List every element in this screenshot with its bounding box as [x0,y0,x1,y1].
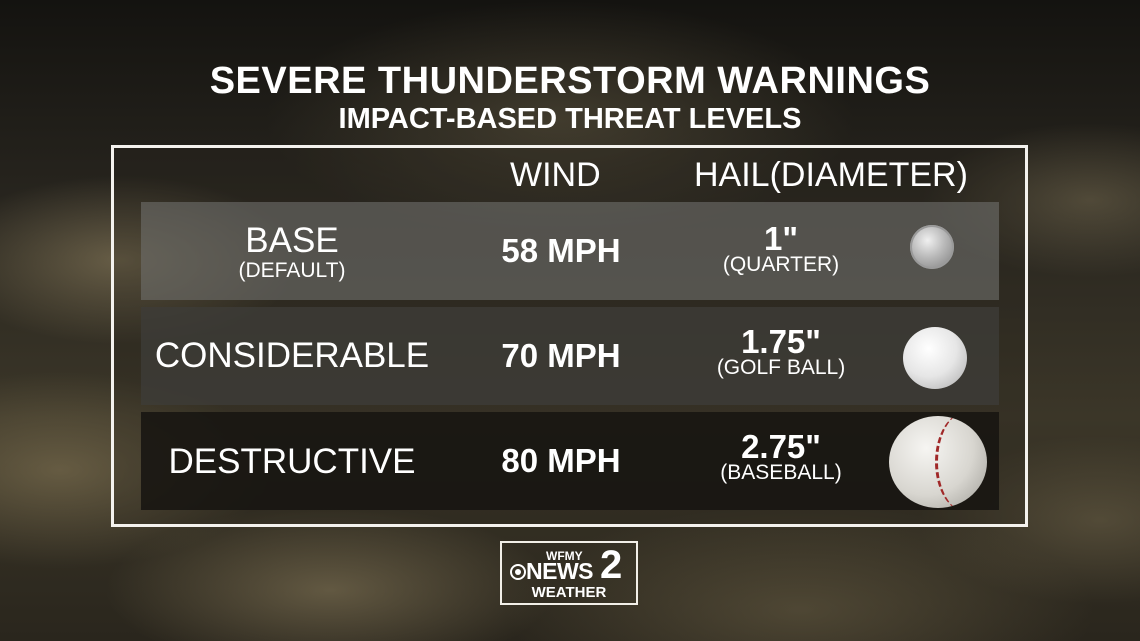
page-title: SEVERE THUNDERSTORM WARNINGS [209,60,931,102]
logo-station: WFMY [546,549,583,563]
hail-reference: (QUARTER) [722,253,840,276]
hail-reference: (GOLF BALL) [716,356,846,379]
table-row-destructive: DESTRUCTIVE 80 MPH 2.75" (BASEBALL) [141,412,999,510]
station-logo: WFMY NEWS 2 WEATHER [500,541,638,605]
hail-size: 1.75" [741,323,821,360]
threat-level-label: BASE [245,221,339,260]
threat-level-label: CONSIDERABLE [154,336,430,375]
threat-level: CONSIDERABLE [141,337,443,375]
hail-size-cell: 1.75" (GOLF BALL) [693,323,869,379]
logo-channel: 2 [600,543,623,587]
page-subtitle: IMPACT-BASED THREAT LEVELS [338,103,802,135]
baseball-seam [935,416,987,508]
logo-brand: NEWS [526,558,594,584]
hail-reference: (BASEBALL) [720,461,842,484]
hail-size: 1" [764,220,798,257]
wind-speed: 58 MPH [501,232,621,269]
hail-size: 2.75" [741,428,821,465]
wind-speed: 80 MPH [501,442,621,479]
threat-level: DESTRUCTIVE [141,443,443,481]
column-header-wind: WIND [510,156,601,194]
baseball-icon [889,416,987,508]
threat-level-label: DESTRUCTIVE [168,442,416,481]
golf-ball-icon [903,327,967,389]
table-row-considerable: CONSIDERABLE 70 MPH 1.75" (GOLF BALL) [141,307,999,405]
hail-size-cell: 2.75" (BASEBALL) [693,428,869,484]
hail-size-cell: 1" (QUARTER) [693,220,869,276]
logo-label: WEATHER [531,584,607,601]
cbs-eye-icon [510,564,526,580]
quarter-coin-icon [910,225,954,269]
threat-level-note: (DEFAULT) [238,259,346,282]
column-header-hail: HAIL(DIAMETER) [694,156,968,194]
wind-speed: 70 MPH [501,337,621,374]
threat-level: BASE (DEFAULT) [141,222,443,282]
table-row-base: BASE (DEFAULT) 58 MPH 1" (QUARTER) [141,202,999,300]
